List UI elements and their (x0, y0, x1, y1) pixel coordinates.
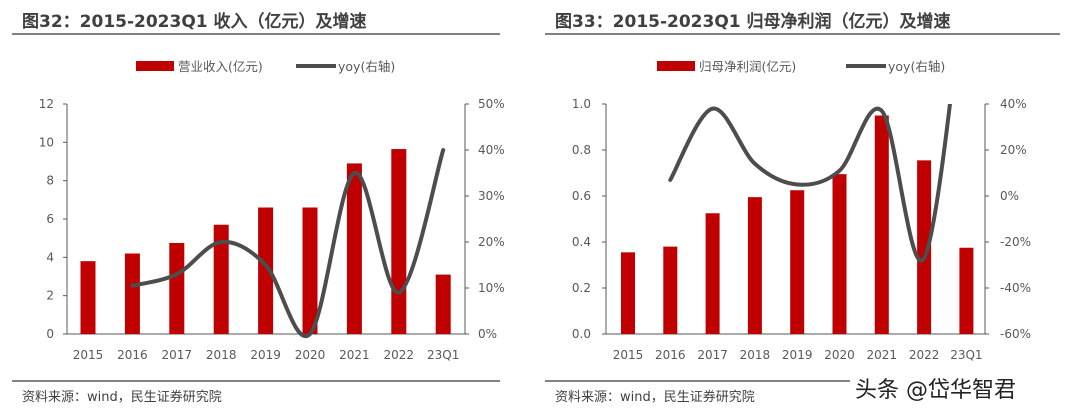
plot-area: 0.0 0.2 0.4 0.6 0.8 1.0 -60% -40% -20% 0% 20% 40% 20… (572, 97, 1031, 362)
x-tick-label: 2019 (782, 348, 813, 362)
left-tick-label: 1.0 (572, 97, 591, 111)
bar-2021 (874, 115, 889, 334)
left-tick-label: 0 (46, 327, 54, 341)
right-tick-label: 40% (478, 143, 505, 157)
left-tick-label: 0.2 (572, 281, 591, 295)
yoy-line (668, 104, 953, 263)
bar-2018 (747, 197, 762, 334)
legend-bar-swatch (136, 61, 174, 71)
left-tick-label: 6 (46, 212, 54, 226)
right-tick-label: 10% (478, 281, 505, 295)
right-tick-label: 0% (478, 327, 497, 341)
x-tick-label: 2020 (824, 348, 855, 362)
x-tick-label: 2018 (740, 348, 771, 362)
bar-23Q1 (435, 274, 451, 334)
chart-net-profit: 图33：2015-2023Q1 归母净利润（亿元）及增速 归母净利润(亿元) y… (545, 11, 1060, 405)
right-tick-label: 30% (478, 189, 505, 203)
bar-2016 (124, 253, 140, 334)
x-tick-label: 2017 (697, 348, 728, 362)
x-tick-label: 2016 (655, 348, 686, 362)
left-tick-label: 0.4 (572, 235, 591, 249)
left-tick-label: 2 (46, 289, 54, 303)
left-tick-label: 10 (39, 135, 54, 149)
bar-2022 (391, 149, 407, 334)
left-tick-label: 8 (46, 174, 54, 188)
right-tick-label: 50% (478, 97, 505, 111)
legend-line-label: yoy(右轴) (888, 59, 945, 74)
bar-2015 (80, 261, 96, 334)
bar-2018 (213, 224, 229, 334)
left-tick-label: 0.6 (572, 189, 591, 203)
right-tick-label: -20% (1000, 235, 1031, 249)
x-tick-label: 2015 (73, 348, 104, 362)
right-tick-label: 0% (1000, 189, 1019, 203)
x-tick-label: 2017 (162, 348, 193, 362)
right-tick-label: 40% (1000, 97, 1027, 111)
watermark: 头条 @岱华智君 (855, 378, 1016, 403)
bar-2015 (621, 252, 635, 334)
x-tick-label: 23Q1 (427, 348, 459, 362)
right-tick-label: -40% (1000, 281, 1031, 295)
left-tick-label: 0.8 (572, 143, 591, 157)
x-tick-label: 2022 (909, 348, 940, 362)
left-tick-label: 12 (39, 97, 54, 111)
x-tick-label: 2021 (867, 348, 898, 362)
bar-2016 (663, 246, 678, 334)
x-tick-label: 2022 (384, 348, 415, 362)
chart-title: 图32：2015-2023Q1 收入（亿元）及增速 (22, 11, 367, 32)
right-tick-label: 20% (1000, 143, 1027, 157)
source-note: 资料来源：wind，民生证券研究院 (22, 389, 222, 405)
x-tick-label: 2016 (117, 348, 148, 362)
source-note: 资料来源：wind，民生证券研究院 (555, 389, 755, 405)
x-tick-label: 2021 (339, 348, 370, 362)
x-tick-label: 2019 (250, 348, 281, 362)
right-tick-label: -60% (1000, 327, 1031, 341)
left-tick-label: 4 (46, 250, 54, 264)
x-tick-label: 2018 (206, 348, 237, 362)
bar-2022 (917, 160, 932, 334)
legend-bar-label: 营业收入(亿元) (178, 59, 263, 74)
bar-2017 (705, 213, 720, 334)
left-tick-label: 0.0 (572, 327, 591, 341)
legend-bar-swatch (657, 61, 695, 71)
x-tick-label: 2015 (613, 348, 644, 362)
x-tick-label: 2020 (295, 348, 326, 362)
plot-area: 0 2 4 6 8 10 12 0% 10% 20% 30% 40% 50% 2015 2016 2017 20… (39, 97, 505, 362)
yoy-line (130, 148, 446, 339)
bar-2019 (790, 190, 805, 334)
chart-revenue: 图32：2015-2023Q1 收入（亿元）及增速 营业收入(亿元) yoy(右… (12, 11, 505, 405)
bar-2020 (302, 207, 318, 334)
bar-2017 (169, 242, 185, 334)
legend-line-label: yoy(右轴) (338, 59, 395, 74)
x-tick-label: 23Q1 (950, 348, 982, 362)
bar-2019 (258, 207, 274, 334)
right-tick-label: 20% (478, 235, 505, 249)
chart-title: 图33：2015-2023Q1 归母净利润（亿元）及增速 (555, 11, 951, 32)
legend-bar-label: 归母净利润(亿元) (699, 59, 796, 74)
bar-2020 (832, 174, 847, 334)
bar-23Q1 (959, 247, 974, 334)
bar-2021 (346, 163, 362, 334)
